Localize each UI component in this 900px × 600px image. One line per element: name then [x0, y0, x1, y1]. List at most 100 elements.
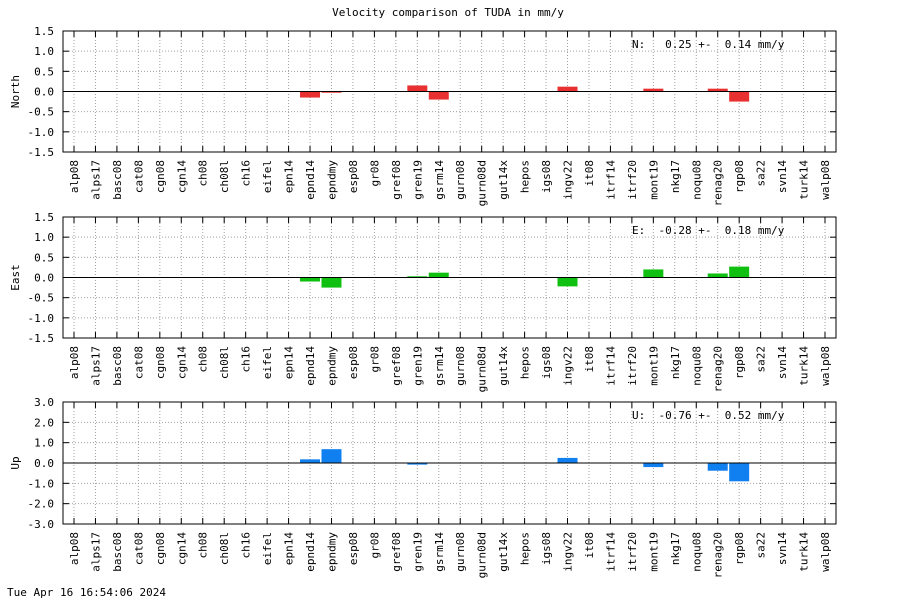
bar-rgp08 — [729, 463, 750, 482]
x-tick-label: alp08 — [68, 160, 81, 193]
y-tick-label: 1.5 — [34, 211, 54, 224]
chart-title: Velocity comparison of TUDA in mm/y — [332, 6, 564, 19]
y-tick-label: -1.0 — [28, 477, 55, 490]
x-tick-label: basc08 — [111, 160, 124, 200]
panel-up: -3.0 -2.0 -1.0 0.0 1.0 2.0 3.0 alp08 alps17 basc0… — [9, 396, 837, 578]
stats-annotation: E: -0.28 +- 0.18 mm/y — [632, 224, 785, 237]
x-tick-label: esp08 — [347, 532, 360, 565]
x-tick-label: eifel — [261, 532, 274, 565]
x-tick-label: gr08 — [368, 346, 381, 373]
x-tick-label: gut14x — [497, 346, 510, 386]
bar-gren19 — [407, 276, 428, 278]
x-tick-label: renag20 — [712, 532, 725, 578]
x-tick-label: cgn14 — [175, 532, 188, 565]
x-tick-label: cat08 — [132, 532, 145, 565]
plot-frame — [62, 216, 837, 339]
x-tick-label: turk14 — [798, 160, 811, 200]
x-tick-label: cat08 — [132, 160, 145, 193]
x-tick-label: cgn08 — [154, 346, 167, 379]
y-tick-label: -3.0 — [28, 518, 55, 531]
x-tick-label: turk14 — [798, 532, 811, 572]
x-tick-label: ingv22 — [562, 532, 575, 572]
x-tick-label: nkg17 — [669, 532, 682, 565]
x-tick-label: gurn08d — [476, 346, 489, 392]
x-tick-label: noqu08 — [690, 160, 703, 200]
stats-annotation: N: 0.25 +- 0.14 mm/y — [632, 38, 785, 51]
y-axis-label: North — [9, 75, 22, 108]
x-tick-label: epndmy — [325, 160, 338, 200]
x-tick-label: basc08 — [111, 532, 124, 572]
bar-ingv22 — [557, 457, 578, 463]
x-tick-label: it08 — [583, 160, 596, 187]
x-tick-label: noqu08 — [690, 532, 703, 572]
bar-ingv22 — [557, 277, 578, 287]
x-tick-label: itrf20 — [626, 532, 639, 572]
x-tick-label: esp08 — [347, 160, 360, 193]
x-tick-label: walp08 — [819, 532, 832, 572]
bar-renag20 — [707, 463, 728, 471]
y-tick-label: -1.5 — [28, 146, 55, 159]
x-tick-label: ingv22 — [562, 346, 575, 386]
panels: -1.5 -1.0 -0.5 0.0 0.5 1.0 1.5 alp08 alps17 basc0… — [9, 25, 837, 578]
x-tick-label: noqu08 — [690, 346, 703, 386]
x-tick-label: ch08 — [197, 160, 210, 187]
x-tick-label: gren19 — [411, 346, 424, 386]
y-tick-label: 0.0 — [34, 272, 54, 285]
y-axis-label: East — [9, 264, 22, 291]
x-tick-label: itrf14 — [604, 532, 617, 572]
x-tick-label: it08 — [583, 346, 596, 373]
bar-epnd14 — [300, 91, 321, 98]
y-tick-label: 0.0 — [34, 457, 54, 470]
bar-mont19 — [643, 269, 664, 278]
x-tick-label: svn14 — [776, 160, 789, 193]
x-tick-label: epn14 — [283, 160, 296, 193]
x-tick-label: gren19 — [411, 532, 424, 572]
x-tick-label: gref08 — [390, 160, 403, 200]
stats-annotation: U: -0.76 +- 0.52 mm/y — [632, 409, 785, 422]
y-tick-label: -1.0 — [28, 126, 55, 139]
x-tick-label: ch16 — [240, 160, 253, 187]
x-tick-label: epndmy — [325, 346, 338, 386]
bar-mont19 — [643, 463, 664, 468]
x-tick-label: mont19 — [647, 346, 660, 386]
x-tick-label: gref08 — [390, 346, 403, 386]
x-tick-label: sa22 — [755, 532, 768, 559]
x-tick-label: walp08 — [819, 346, 832, 386]
bar-mont19 — [643, 88, 664, 92]
x-tick-label: turk14 — [798, 346, 811, 386]
bar-gren19 — [407, 463, 428, 465]
x-tick-label: sa22 — [755, 346, 768, 373]
x-tick-label: cat08 — [132, 346, 145, 379]
x-tick-label: svn14 — [776, 346, 789, 379]
x-tick-label: gurn08 — [454, 160, 467, 200]
y-tick-label: -0.5 — [28, 292, 55, 305]
bar-gsrm14 — [428, 272, 449, 278]
x-tick-label: gurn08 — [454, 532, 467, 572]
panel-east: -1.5 -1.0 -0.5 0.0 0.5 1.0 1.5 alp08 alps17 basc0… — [9, 211, 837, 392]
x-tick-label: gren19 — [411, 160, 424, 200]
y-tick-label: -1.0 — [28, 312, 55, 325]
x-tick-label: epnd14 — [304, 346, 317, 386]
x-tick-label: ch16 — [240, 346, 253, 373]
x-tick-label: itrf14 — [604, 346, 617, 386]
x-tick-label: itrf20 — [626, 346, 639, 386]
y-tick-label: 0.5 — [34, 251, 54, 264]
x-tick-label: alps17 — [89, 532, 102, 572]
x-tick-label: walp08 — [819, 160, 832, 200]
x-tick-label: basc08 — [111, 346, 124, 386]
x-tick-label: sa22 — [755, 160, 768, 187]
x-tick-label: ch08 — [197, 346, 210, 373]
bar-epndmy — [321, 277, 342, 288]
x-tick-label: igs08 — [540, 346, 553, 379]
bar-epndmy — [321, 91, 342, 93]
x-tick-label: ch08l — [218, 532, 231, 565]
x-tick-label: alp08 — [68, 532, 81, 565]
x-tick-label: alps17 — [89, 346, 102, 386]
x-tick-label: ingv22 — [562, 160, 575, 200]
bar-rgp08 — [729, 266, 750, 278]
y-tick-label: 0.0 — [34, 86, 54, 99]
x-tick-label: ch08 — [197, 532, 210, 559]
y-tick-label: 1.0 — [34, 437, 54, 450]
y-axis-label: Up — [9, 456, 22, 469]
